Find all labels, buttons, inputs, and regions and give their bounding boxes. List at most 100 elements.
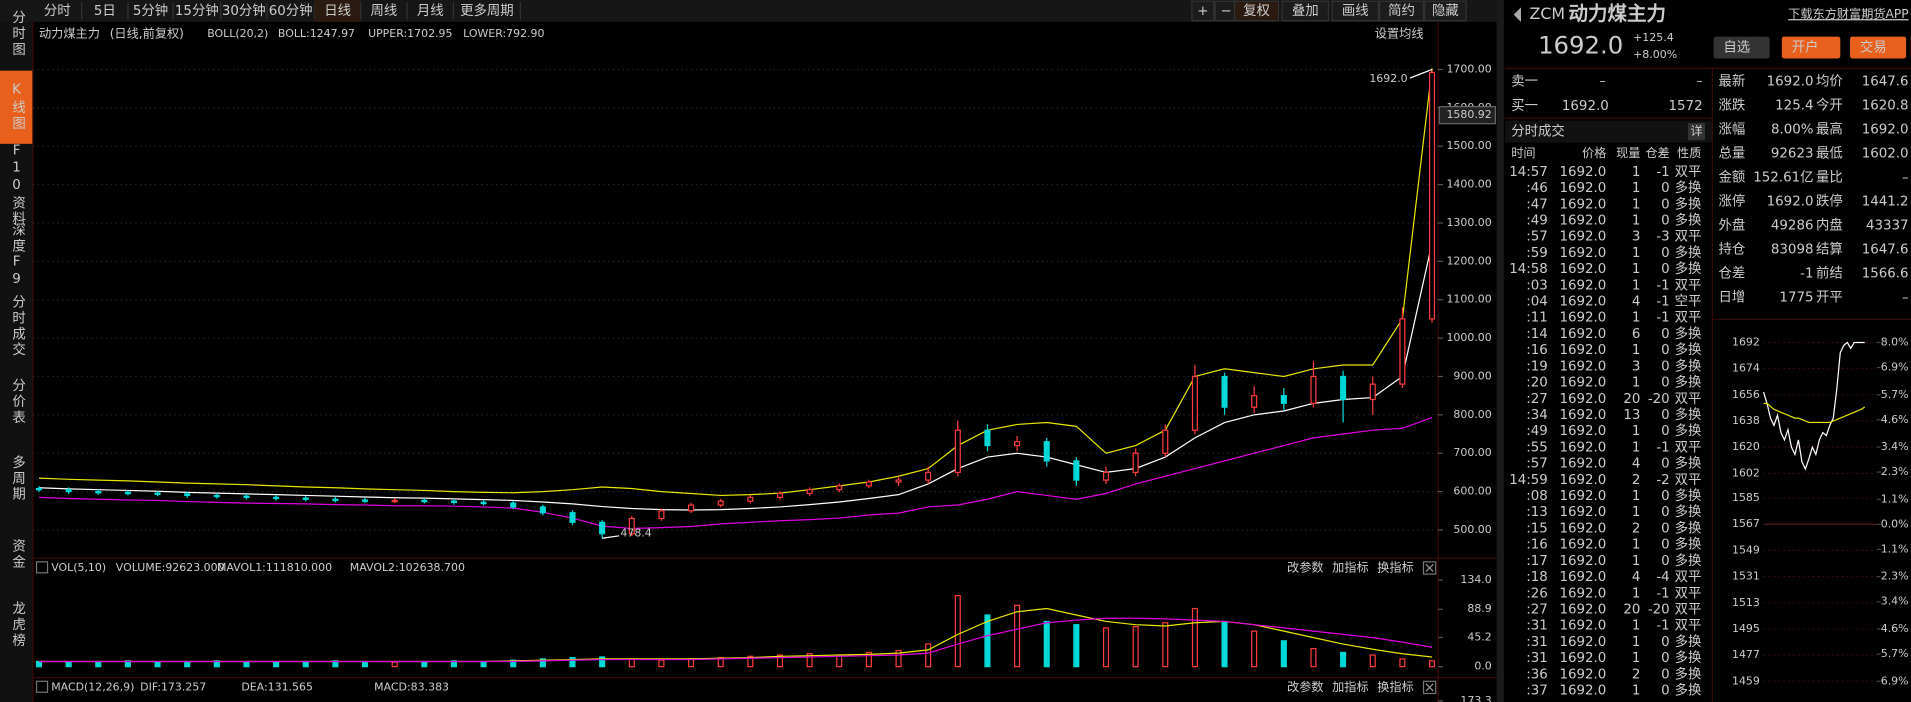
action-label[interactable]: 交易 — [1860, 39, 1887, 56]
trade-cell: 1692.0 — [1559, 311, 1606, 326]
trade-cell: 0 — [1661, 343, 1670, 358]
trade-cell: 1692.0 — [1559, 635, 1606, 650]
detail-button[interactable] — [1687, 123, 1706, 141]
tab[interactable]: 15分钟 — [175, 2, 219, 19]
tab[interactable]: 更多周期 — [460, 2, 514, 19]
stat-label: 结算 — [1816, 242, 1843, 258]
sidebar-item[interactable]: 龙虎榜 — [9, 601, 26, 649]
tool-button[interactable]: 简约 — [1388, 2, 1415, 19]
column-header: 性质 — [1677, 146, 1701, 160]
y-tick-label: 1531 — [1732, 570, 1760, 583]
tab[interactable]: 分时 — [44, 3, 71, 19]
close-button[interactable] — [1422, 561, 1437, 575]
action-button[interactable] — [1850, 36, 1907, 59]
pane-button[interactable]: 换指标 — [1377, 679, 1414, 694]
last-price: 1692.0 — [1538, 30, 1623, 59]
volume-bar — [1014, 604, 1021, 668]
stat-label: 最新 — [1718, 74, 1745, 90]
stat-value: 49286 — [1771, 219, 1814, 234]
trade-cell: 1692.0 — [1559, 376, 1606, 391]
volume-bar — [213, 660, 220, 668]
pane-toggle[interactable] — [35, 680, 49, 693]
candle-body — [628, 517, 635, 535]
pane-button[interactable]: 换指标 — [1377, 559, 1414, 574]
tool-button[interactable]: 复权 — [1243, 2, 1270, 19]
trade-cell: 1692.0 — [1559, 408, 1606, 423]
y-tick-label: 600.00 — [1453, 485, 1491, 498]
tab[interactable]: 5日 — [94, 4, 116, 19]
sidebar-item[interactable]: F10资料 — [9, 143, 26, 227]
tab[interactable]: 月线 — [417, 3, 444, 19]
trade-cell: :16 — [1526, 538, 1548, 553]
tab[interactable]: 30分钟 — [222, 2, 266, 19]
sidebar-active — [0, 70, 33, 144]
trade-cell: 多换 — [1675, 341, 1702, 358]
trade-cell: :11 — [1526, 311, 1548, 326]
close-icon[interactable] — [1425, 563, 1434, 573]
close-button[interactable] — [1422, 680, 1437, 695]
promo-link[interactable]: 下载东方财富期货APP — [1788, 6, 1908, 21]
tool-button[interactable]: + — [1197, 4, 1208, 19]
tab[interactable]: 周线 — [371, 3, 398, 19]
trade-cell: -2 — [1656, 473, 1669, 488]
close-icon[interactable] — [1425, 683, 1434, 692]
tab[interactable]: 5分钟 — [133, 2, 168, 19]
pane-button[interactable]: 改参数 — [1287, 679, 1324, 694]
trade-cell: 多换 — [1675, 552, 1702, 569]
y2-tick-label: 1.1% — [1881, 492, 1909, 505]
tab[interactable]: 日线 — [324, 3, 351, 19]
legend-entry: DIF:173.257 — [140, 680, 206, 693]
sidebar-item[interactable]: 资金 — [9, 538, 26, 570]
trade-cell: 多换 — [1675, 503, 1702, 520]
tool-button[interactable]: − — [1220, 4, 1231, 19]
book-label: 买一 — [1511, 98, 1538, 114]
action-label[interactable]: 开户 — [1792, 39, 1819, 56]
y-tick-label: 800.00 — [1453, 408, 1491, 421]
tool-button[interactable]: 画线 — [1342, 3, 1369, 19]
candle-body — [1043, 441, 1050, 462]
pane-button[interactable]: 改参数 — [1287, 559, 1324, 574]
stat-value: 1692.0 — [1767, 195, 1814, 210]
trade-cell: :16 — [1526, 343, 1548, 358]
change: +125.4 — [1633, 31, 1674, 44]
action-button[interactable] — [1781, 36, 1841, 59]
candle-body — [184, 493, 191, 497]
volume-bar — [1162, 622, 1169, 668]
sidebar-item[interactable]: 多周期 — [9, 454, 26, 503]
sidebar-item[interactable]: 深度F9 — [9, 222, 26, 289]
annotation-pointer — [1409, 68, 1433, 79]
detail-label[interactable]: 详 — [1690, 123, 1702, 138]
trade-cell: :57 — [1526, 230, 1548, 245]
tool-button[interactable]: 叠加 — [1292, 3, 1319, 19]
pane-button[interactable]: 加指标 — [1332, 559, 1369, 574]
tab[interactable]: 60分钟 — [269, 2, 313, 19]
settings[interactable]: 设置均线 — [1375, 27, 1424, 41]
column-header: 时间 — [1511, 146, 1535, 160]
collapse-icon[interactable] — [1513, 7, 1521, 22]
pane-button[interactable]: 加指标 — [1332, 679, 1369, 694]
low-label: 478.4 — [620, 526, 651, 539]
action-label[interactable]: 自选 — [1723, 40, 1750, 56]
y2-tick-label: 3.4% — [1881, 440, 1909, 453]
candle-body — [717, 500, 724, 506]
sidebar-item[interactable]: 分价表 — [9, 378, 26, 426]
tool-button[interactable]: 隐藏 — [1432, 3, 1459, 19]
trade-cell: 双平 — [1675, 230, 1702, 245]
trade-cell: 双平 — [1675, 602, 1702, 617]
y2-tick-label: 4.6% — [1881, 413, 1909, 426]
sidebar-item[interactable]: 分时图 — [9, 10, 26, 58]
pane-toggle[interactable] — [35, 561, 49, 574]
sidebar-item[interactable]: K线图 — [9, 83, 26, 132]
trade-cell: 0 — [1661, 376, 1670, 391]
trade-cell: -1 — [1656, 278, 1669, 293]
action-button[interactable] — [1713, 36, 1770, 59]
cursor-value: 1580.92 — [1446, 108, 1491, 121]
y2-tick-label: 6.9% — [1881, 674, 1909, 687]
candle-body — [1280, 395, 1287, 404]
trade-cell: 0 — [1661, 554, 1670, 569]
sidebar-item[interactable]: 分时成交 — [9, 295, 26, 359]
trade-cell: 6 — [1632, 327, 1641, 342]
stat-value: – — [1902, 291, 1909, 306]
trade-cell: :27 — [1526, 392, 1548, 407]
